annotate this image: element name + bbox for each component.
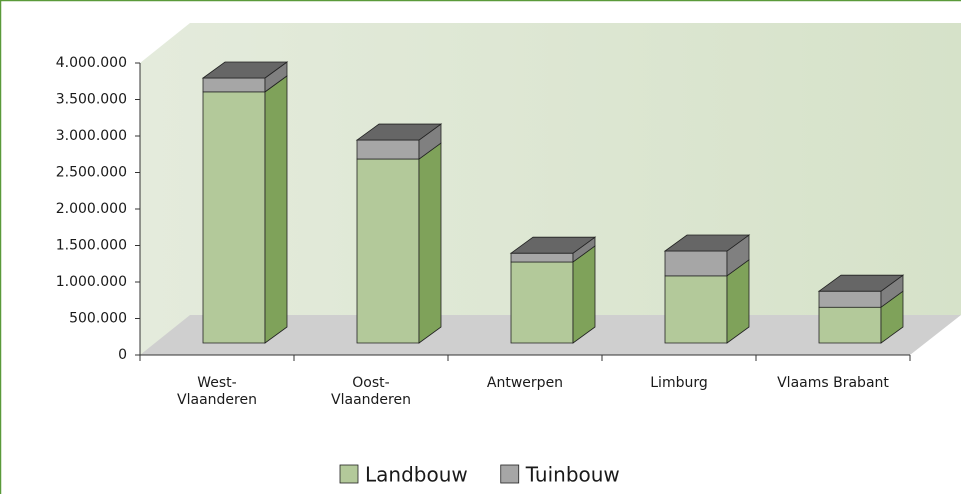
bar-front — [356, 158, 420, 344]
bar-front — [818, 306, 882, 344]
x-tick-label: West-Vlaanderen — [177, 375, 257, 408]
bar-front — [202, 91, 266, 344]
bar-front — [356, 139, 420, 160]
bar-top — [509, 236, 597, 254]
y-tick-label: 3.000.000 — [56, 128, 127, 144]
bar-front — [664, 250, 728, 277]
y-tick-label: 2.000.000 — [56, 201, 127, 217]
back-wall — [140, 23, 961, 355]
bar-side — [264, 75, 288, 344]
x-tick-label: Antwerpen — [487, 375, 563, 391]
y-tick-label: 1.000.000 — [56, 274, 127, 290]
bar-front — [202, 77, 266, 93]
bar-front — [510, 261, 574, 344]
bar-front — [510, 252, 574, 263]
y-tick-label: 500.000 — [69, 311, 127, 327]
bar-front — [818, 290, 882, 308]
bar-top — [663, 234, 751, 252]
bar-side — [572, 245, 596, 344]
legend-label: Tuinbouw — [525, 463, 620, 487]
bar-side — [418, 142, 442, 344]
bar-front — [664, 275, 728, 344]
y-tick-label: 3.500.000 — [56, 92, 127, 108]
x-tick-label: Oost-Vlaanderen — [331, 375, 411, 408]
legend-label: Landbouw — [365, 463, 468, 487]
bar-top — [817, 274, 905, 292]
legend-swatch — [500, 464, 520, 484]
y-tick-label: 4.000.000 — [56, 55, 127, 71]
y-tick-label: 1.500.000 — [56, 238, 127, 254]
bar-top — [201, 61, 289, 79]
y-tick-label: 0 — [118, 347, 127, 363]
y-tick-label: 2.500.000 — [56, 165, 127, 181]
x-tick-label: Limburg — [650, 375, 707, 391]
bar-top — [355, 123, 443, 141]
x-tick-label: Vlaams Brabant — [777, 375, 889, 391]
legend-swatch — [339, 464, 359, 484]
